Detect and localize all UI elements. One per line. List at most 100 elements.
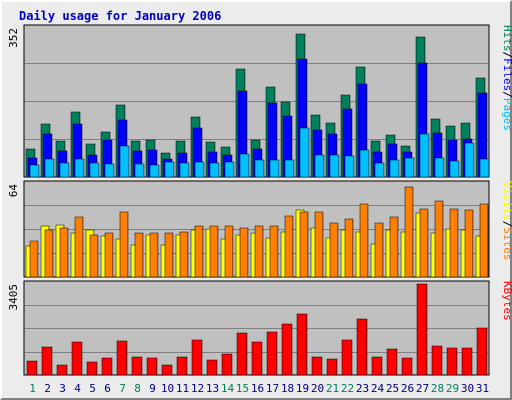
- bar-sites-day-10: [164, 232, 174, 278]
- bar-shade: [323, 156, 324, 177]
- bar-sites-day-18: [284, 215, 294, 278]
- bar-shade: [293, 161, 294, 177]
- bar-kbytes-day-20: [311, 356, 323, 376]
- legend-item: Pages: [501, 98, 512, 131]
- legend-item: Hits: [501, 25, 512, 52]
- bar-pages-day-13: [209, 162, 220, 178]
- bar-shade: [113, 165, 114, 177]
- ymax-label-hits: 352: [7, 28, 20, 48]
- bar-sites-day-22: [344, 218, 354, 278]
- bar-shade: [158, 166, 159, 177]
- legend-kbytes: KBytes: [501, 281, 512, 321]
- bar-sites-day-3: [59, 227, 69, 278]
- bar-kbytes-day-28: [431, 345, 443, 376]
- x-tick-day-17: 17: [266, 382, 279, 395]
- bar-shade: [262, 227, 263, 277]
- bar-kbytes-day-29: [446, 347, 458, 376]
- bar-pages-day-19: [299, 127, 310, 178]
- bar-pages-day-4: [74, 158, 85, 178]
- bar-shade: [412, 188, 413, 277]
- bar-sites-day-30: [464, 209, 474, 278]
- bar-shade: [321, 358, 322, 375]
- bar-shade: [367, 205, 368, 277]
- bar-kbytes-day-24: [371, 356, 383, 376]
- bar-shade: [441, 134, 442, 177]
- bar-kbytes-day-2: [41, 346, 53, 376]
- x-tick-day-30: 30: [461, 382, 474, 395]
- bar-shade: [218, 164, 219, 177]
- bar-shade: [66, 366, 67, 375]
- x-tick-day-2: 2: [44, 382, 51, 395]
- bar-shade: [83, 160, 84, 177]
- bar-sites-day-8: [134, 232, 144, 278]
- bar-sites-day-7: [119, 211, 129, 278]
- x-tick-day-16: 16: [251, 382, 264, 395]
- bar-shade: [231, 355, 232, 375]
- x-tick-day-26: 26: [401, 382, 414, 395]
- x-tick-day-5: 5: [89, 382, 96, 395]
- bar-shade: [428, 135, 429, 177]
- bar-shade: [203, 163, 204, 177]
- bar-pages-day-10: [164, 161, 175, 178]
- bar-shade: [382, 224, 383, 277]
- bar-shade: [67, 229, 68, 277]
- bar-pages-day-26: [404, 157, 415, 178]
- x-tick-day-1: 1: [29, 382, 36, 395]
- bar-shade: [336, 360, 337, 375]
- bar-shade: [397, 218, 398, 277]
- bar-shade: [306, 60, 307, 177]
- bar-sites-day-5: [89, 234, 99, 278]
- bar-kbytes-day-31: [476, 327, 488, 376]
- bar-shade: [383, 164, 384, 177]
- bar-shade: [143, 165, 144, 177]
- bar-pages-day-23: [359, 149, 370, 178]
- bar-pages-day-12: [194, 161, 205, 178]
- bar-shade: [307, 213, 308, 277]
- bar-kbytes-day-22: [341, 339, 353, 376]
- bar-shade: [442, 202, 443, 277]
- x-tick-day-25: 25: [386, 382, 399, 395]
- bar-pages-day-11: [179, 162, 190, 178]
- bar-shade: [291, 325, 292, 375]
- x-tick-day-27: 27: [416, 382, 429, 395]
- bar-shade: [141, 358, 142, 375]
- x-tick-day-31: 31: [476, 382, 489, 395]
- bar-pages-day-21: [329, 154, 340, 178]
- bar-shade: [351, 341, 352, 375]
- bar-shade: [426, 285, 427, 375]
- legend-hits: Hits/Files/Pages: [501, 25, 512, 131]
- bar-pages-day-1: [29, 164, 40, 178]
- bar-kbytes-day-9: [146, 357, 158, 376]
- bar-shade: [157, 234, 158, 277]
- bar-pages-day-3: [59, 162, 70, 178]
- bar-sites-day-20: [314, 211, 324, 278]
- bar-shade: [126, 342, 127, 375]
- bar-shade: [81, 125, 82, 177]
- bar-sites-day-4: [74, 216, 84, 278]
- legend-item: /: [501, 91, 512, 98]
- bar-shade: [457, 210, 458, 277]
- bar-pages-day-7: [119, 145, 130, 178]
- bar-sites-day-11: [179, 231, 189, 278]
- bar-shade: [338, 156, 339, 177]
- legend-item: /: [501, 221, 512, 228]
- x-tick-day-7: 7: [119, 382, 126, 395]
- legend-item: KBytes: [501, 281, 512, 321]
- x-tick-day-12: 12: [191, 382, 204, 395]
- bar-shade: [471, 349, 472, 375]
- bar-shade: [413, 159, 414, 177]
- bar-pages-day-31: [479, 158, 490, 178]
- bar-sites-day-19: [299, 211, 309, 278]
- bar-shade: [142, 234, 143, 277]
- bar-shade: [473, 144, 474, 177]
- bar-kbytes-day-8: [131, 356, 143, 376]
- bar-shade: [51, 348, 52, 375]
- bar-shade: [486, 94, 487, 177]
- x-tick-day-11: 11: [176, 382, 189, 395]
- bar-pages-day-6: [104, 163, 115, 178]
- bar-shade: [322, 213, 323, 277]
- bar-kbytes-day-4: [71, 341, 83, 376]
- bar-sites-day-26: [404, 186, 414, 278]
- bar-pages-day-16: [254, 159, 265, 178]
